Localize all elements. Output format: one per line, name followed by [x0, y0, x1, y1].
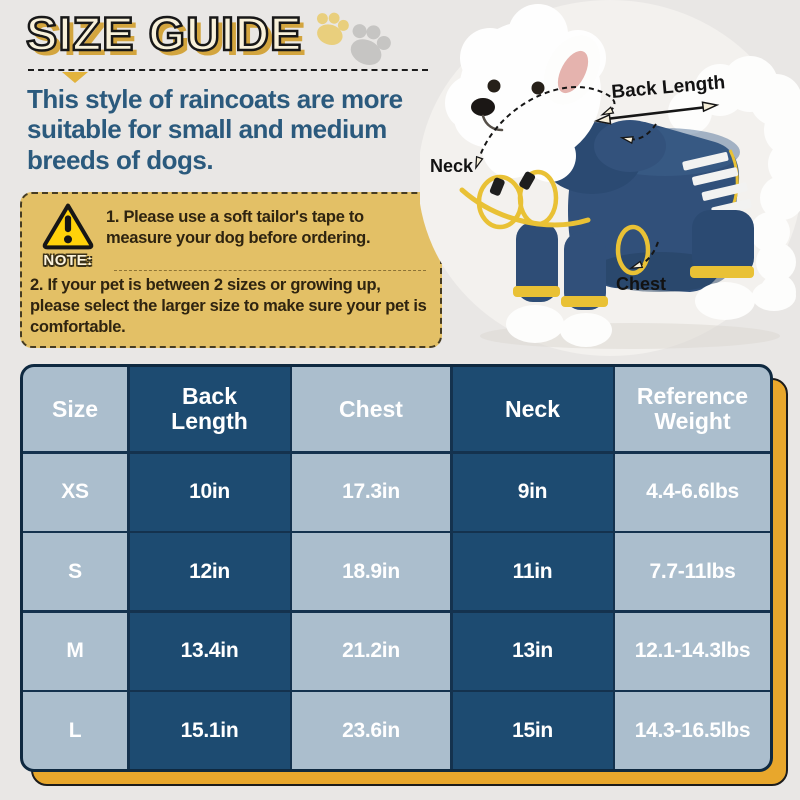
dashed-divider — [28, 69, 428, 71]
note-item-1: 1. Please use a soft tailor's tape to me… — [106, 208, 371, 247]
size-table-cell: 14.3-16.5lbs — [615, 692, 770, 769]
size-table: Size Back Length Chest Neck Reference Weight… — [20, 364, 773, 772]
chest-label: Chest — [616, 274, 666, 294]
size-table-cell: 23.6in — [292, 692, 450, 769]
note-separator — [114, 270, 426, 271]
size-table-cell: 13in — [452, 612, 613, 690]
warning-icon — [42, 203, 94, 250]
paw-icon-yellow — [316, 12, 349, 45]
paw-icon-gray — [350, 24, 391, 65]
size-table-header-cell: Size — [23, 367, 127, 451]
size-table-cell: 10in — [129, 453, 290, 531]
size-table-header-cell: Neck — [452, 367, 613, 451]
size-table-row: M 13.4in 21.2in 13in 12.1-14.3lbs — [23, 612, 770, 690]
size-table-cell: 18.9in — [292, 533, 450, 610]
size-table-cell: 13.4in — [129, 612, 290, 690]
size-table-header-cell: Chest — [292, 367, 450, 451]
size-table-cell: S — [23, 533, 127, 610]
size-table-cell: 9in — [452, 453, 613, 531]
size-table-cell: 7.7-11lbs — [615, 533, 770, 610]
dog-photo: Back Length Neck Chest — [420, 0, 800, 356]
size-table-header-row: Size Back Length Chest Neck Reference Weight — [23, 367, 770, 451]
note-box: NOTE: 1. Please use a soft tailor's tape… — [20, 192, 442, 348]
note-label: NOTE: — [43, 252, 93, 269]
size-table-cell: 4.4-6.6lbs — [615, 453, 770, 531]
paw-icons — [316, 12, 391, 65]
size-table-cell: M — [23, 612, 127, 690]
dog-paws — [506, 281, 796, 347]
page-title: SIZE GUIDE — [25, 6, 303, 62]
note-item-2: 2. If your pet is between 2 sizes or gro… — [30, 276, 427, 336]
size-table-cell: 21.2in — [292, 612, 450, 690]
size-table-header-cell: Reference Weight — [615, 367, 770, 451]
size-table-cell: 17.3in — [292, 453, 450, 531]
reflective-stripes — [682, 152, 752, 217]
size-table-cell: 12in — [129, 533, 290, 610]
size-table-cell: XS — [23, 453, 127, 531]
size-table-row: S 12in 18.9in 11in 7.7-11lbs — [23, 533, 770, 610]
drawcords — [459, 169, 591, 230]
intro-text: This style of raincoats are more suitabl… — [27, 84, 403, 175]
size-table-header-cell: Back Length — [129, 367, 290, 451]
dog-head — [445, 4, 606, 182]
size-table-cell: 15in — [452, 692, 613, 769]
divider-arrow-marker — [62, 72, 88, 83]
size-table-cell: 15.1in — [129, 692, 290, 769]
size-table-row: XS 10in 17.3in 9in 4.4-6.6lbs — [23, 453, 770, 531]
size-table-cell: 12.1-14.3lbs — [615, 612, 770, 690]
size-table-row: L 15.1in 23.6in 15in 14.3-16.5lbs — [23, 692, 770, 769]
size-table-cell: L — [23, 692, 127, 769]
raincoat — [513, 120, 754, 310]
size-table-cell: 11in — [452, 533, 613, 610]
neck-label: Neck — [430, 156, 474, 176]
